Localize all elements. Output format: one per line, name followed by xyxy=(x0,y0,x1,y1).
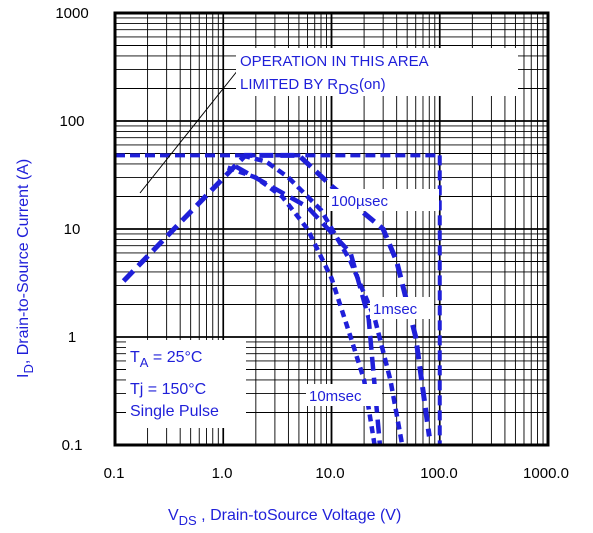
annotation-leader xyxy=(139,69,239,194)
annotation-bg xyxy=(236,48,518,96)
label-1ms-bg xyxy=(370,297,434,319)
y-tick-0.1: 0.1 xyxy=(62,437,83,454)
series-line-10msec xyxy=(226,165,377,446)
x-tick-10.0: 10.0 xyxy=(315,465,344,482)
series-line-1msec xyxy=(241,153,405,446)
y-tick-100: 100 xyxy=(59,113,84,130)
conditions-bg xyxy=(126,340,246,428)
y-tick-1: 1 xyxy=(68,329,76,346)
limit-lines xyxy=(115,153,442,445)
series-label-1ms: 1msec xyxy=(373,301,418,318)
tj-condition: Tj = 150°C xyxy=(130,381,206,398)
plot-frame xyxy=(113,11,550,447)
pulse-condition: Single Pulse xyxy=(130,403,219,420)
series-line-dc xyxy=(234,164,383,446)
label-10ms-bg xyxy=(306,384,382,406)
y-tick-1000: 1000 xyxy=(55,5,88,22)
annotation-line2: LIMITED BY RDS(on) xyxy=(240,76,386,98)
x-tick-100.0: 100.0 xyxy=(420,465,458,482)
series-label-10ms: 10msec xyxy=(309,388,362,405)
x-tick-1.0: 1.0 xyxy=(212,465,233,482)
series-label-100us: 100µsec xyxy=(331,193,389,210)
y-axis-label: ID, Drain-to-Source Current (A) xyxy=(15,159,36,378)
label-100us-bg xyxy=(329,189,439,211)
x-tick-1000.0: 1000.0 xyxy=(523,465,569,482)
annotation-line1: OPERATION IN THIS AREA xyxy=(240,53,429,70)
ta-condition: TA = 25°C xyxy=(130,349,202,370)
x-tick-0.1: 0.1 xyxy=(104,465,125,482)
y-tick-10: 10 xyxy=(64,221,81,238)
x-axis-label: VDS , Drain-toSource Voltage (V) xyxy=(168,507,401,528)
